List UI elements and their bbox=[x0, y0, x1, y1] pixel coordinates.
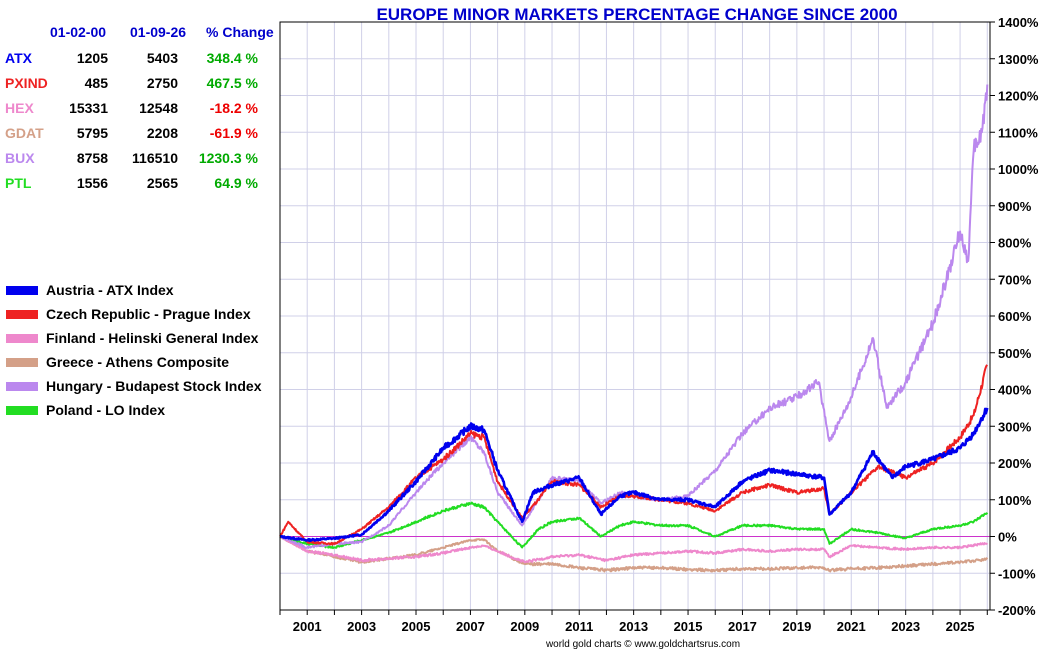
table-start: 485 bbox=[84, 75, 108, 91]
x-tick-label: 2013 bbox=[619, 619, 648, 634]
x-tick-label: 2005 bbox=[402, 619, 431, 634]
table-start: 5795 bbox=[76, 125, 108, 141]
x-tick-label: 2009 bbox=[510, 619, 539, 634]
table-end: 12548 bbox=[139, 100, 178, 116]
table-code: HEX bbox=[5, 100, 34, 116]
series-line-austria bbox=[279, 407, 989, 543]
legend-item: Czech Republic - Prague Index bbox=[6, 302, 261, 326]
y-tick-label: 200% bbox=[998, 456, 1032, 471]
x-tick-label: 2017 bbox=[728, 619, 757, 634]
table-end: 116510 bbox=[132, 150, 178, 166]
legend-label: Hungary - Budapest Stock Index bbox=[46, 378, 262, 394]
x-tick-label: 2025 bbox=[946, 619, 975, 634]
table-change: 467.5 % bbox=[206, 75, 258, 91]
legend-item: Finland - Helinski General Index bbox=[6, 326, 261, 350]
legend-swatch bbox=[6, 405, 38, 415]
table-code: PXIND bbox=[5, 75, 48, 91]
y-tick-label: 900% bbox=[998, 199, 1032, 214]
y-tick-label: 1200% bbox=[998, 89, 1039, 104]
legend-swatch bbox=[6, 285, 38, 295]
y-tick-label: 100% bbox=[998, 493, 1032, 508]
legend-item: Greece - Athens Composite bbox=[6, 350, 261, 374]
legend-label: Finland - Helinski General Index bbox=[46, 330, 259, 346]
table-end: 2565 bbox=[146, 175, 178, 191]
table-end: 2750 bbox=[146, 75, 178, 91]
chart-title: EUROPE MINOR MARKETS PERCENTAGE CHANGE S… bbox=[376, 5, 897, 24]
legend-swatch bbox=[6, 357, 38, 367]
y-tick-label: 700% bbox=[998, 272, 1032, 287]
chart-footer: world gold charts © www.goldchartsrus.co… bbox=[545, 639, 740, 650]
table-start: 1556 bbox=[76, 175, 108, 191]
table-change: -18.2 % bbox=[209, 100, 258, 116]
legend-label: Greece - Athens Composite bbox=[46, 354, 230, 370]
table-header: 01-09-26 bbox=[130, 24, 187, 40]
legend-label: Austria - ATX Index bbox=[46, 282, 174, 298]
y-tick-label: 1000% bbox=[998, 162, 1039, 177]
table-start: 1205 bbox=[76, 50, 108, 66]
table-change: -61.9 % bbox=[209, 125, 258, 141]
table-end: 2208 bbox=[146, 125, 178, 141]
x-tick-label: 2019 bbox=[782, 619, 811, 634]
legend: Austria - ATX Index Czech Republic - Prag… bbox=[6, 278, 261, 422]
x-tick-label: 2011 bbox=[565, 619, 593, 634]
y-tick-label: 600% bbox=[998, 309, 1032, 324]
legend-item: Hungary - Budapest Stock Index bbox=[6, 374, 261, 398]
legend-swatch bbox=[6, 381, 38, 391]
table-start: 8758 bbox=[76, 150, 108, 166]
table-start: 15331 bbox=[69, 100, 108, 116]
table-header: 01-02-00 bbox=[50, 24, 107, 40]
x-tick-label: 2015 bbox=[674, 619, 703, 634]
table-end: 5403 bbox=[146, 50, 178, 66]
table-change: 64.9 % bbox=[214, 175, 258, 191]
y-tick-label: 0% bbox=[998, 530, 1017, 545]
table-code: ATX bbox=[5, 50, 32, 66]
y-tick-label: -100% bbox=[998, 566, 1036, 581]
legend-label: Czech Republic - Prague Index bbox=[46, 306, 251, 322]
legend-label: Poland - LO Index bbox=[46, 402, 166, 418]
legend-swatch bbox=[6, 309, 38, 319]
table-code: GDAT bbox=[5, 125, 44, 141]
grid bbox=[279, 21, 990, 611]
table-code: PTL bbox=[5, 175, 32, 191]
x-tick-label: 2023 bbox=[891, 619, 920, 634]
y-tick-label: 300% bbox=[998, 419, 1032, 434]
series-line-poland bbox=[279, 501, 989, 550]
table-header: % Change bbox=[206, 24, 274, 40]
legend-item: Poland - LO Index bbox=[6, 398, 261, 422]
y-tick-label: 1400% bbox=[998, 15, 1039, 30]
table-change: 348.4 % bbox=[206, 50, 258, 66]
x-tick-label: 2021 bbox=[837, 619, 866, 634]
y-tick-label: 400% bbox=[998, 383, 1032, 398]
x-tick-label: 2007 bbox=[456, 619, 485, 634]
series-group bbox=[279, 84, 989, 573]
x-tick-label: 2003 bbox=[347, 619, 376, 634]
y-tick-label: 500% bbox=[998, 346, 1032, 361]
series-line-finland bbox=[279, 535, 989, 564]
axes: -200% -100% 0% 100% 200% 300% 400% 500% 600% 700%… bbox=[279, 15, 1039, 634]
legend-item: Austria - ATX Index bbox=[6, 278, 261, 302]
legend-swatch bbox=[6, 333, 38, 343]
y-tick-label: 1300% bbox=[998, 52, 1039, 67]
y-tick-label: 800% bbox=[998, 236, 1032, 251]
table-code: BUX bbox=[5, 150, 35, 166]
y-tick-label: 1100% bbox=[998, 125, 1038, 140]
y-tick-label: -200% bbox=[998, 603, 1036, 618]
x-tick-label: 2001 bbox=[293, 619, 322, 634]
table-change: 1230.3 % bbox=[198, 150, 258, 166]
